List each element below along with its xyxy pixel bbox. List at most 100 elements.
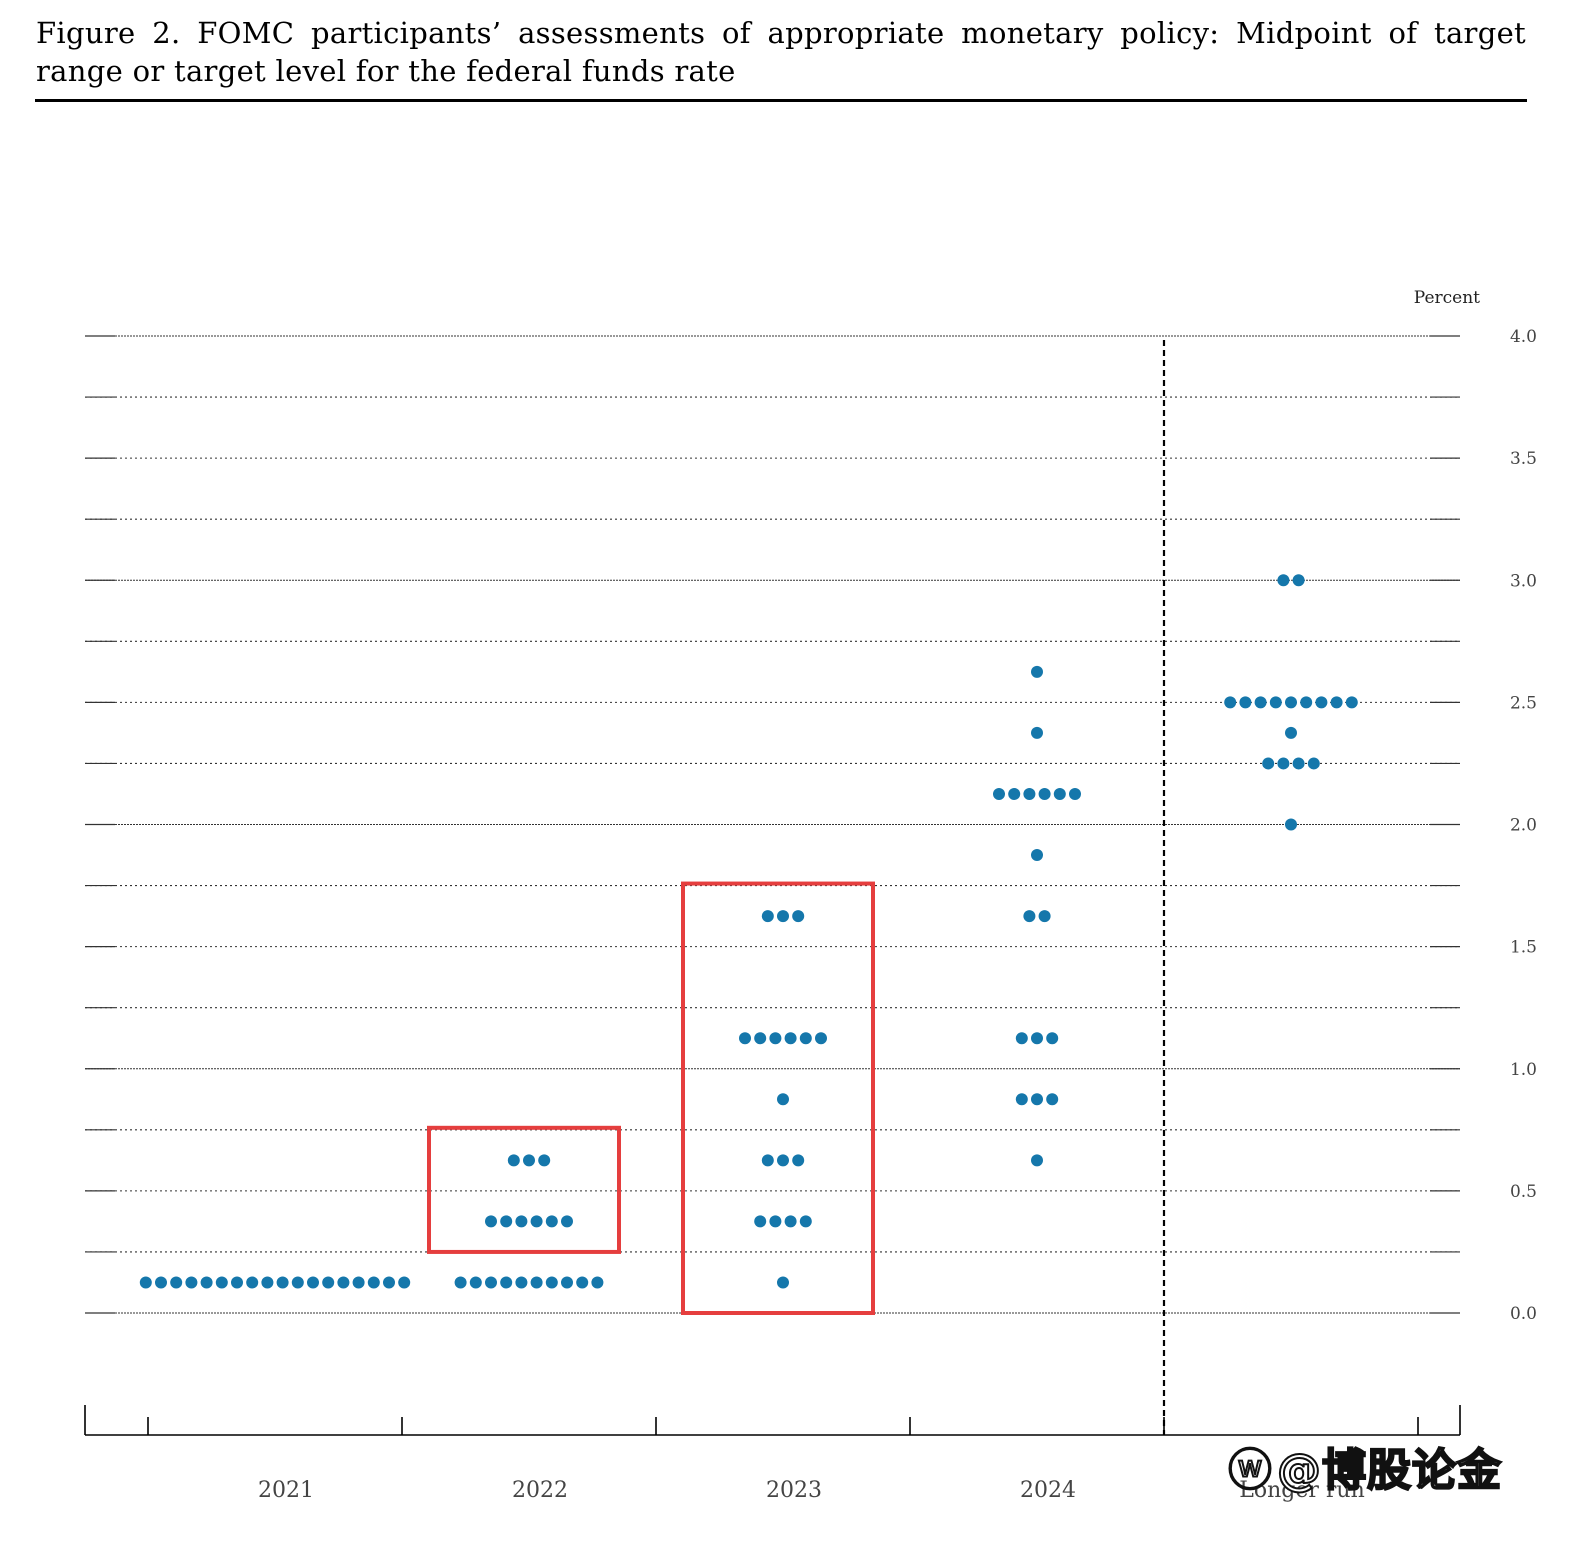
dot-2022 — [591, 1276, 604, 1289]
dot-2024 — [1031, 849, 1043, 862]
dot-longer-run — [1269, 696, 1282, 709]
dot-2023 — [799, 1032, 812, 1045]
dot-longer-run — [1285, 696, 1297, 709]
dot-2021 — [337, 1276, 350, 1289]
dot-2021 — [139, 1276, 152, 1289]
dot-longer-run — [1345, 696, 1358, 709]
highlight-box-2022 — [427, 1125, 621, 1254]
dot-longer-run — [1285, 818, 1297, 831]
dot-2022 — [454, 1276, 467, 1289]
dot-2021 — [246, 1276, 259, 1289]
dot-2024 — [1053, 787, 1066, 800]
x-tick-label: 2021 — [258, 1478, 314, 1503]
dot-2023 — [777, 1093, 789, 1106]
dot-2022 — [576, 1276, 589, 1289]
dot-2022 — [500, 1215, 513, 1228]
dot-2022 — [515, 1215, 528, 1228]
dot-longer-run — [1300, 696, 1313, 709]
dot-2023 — [754, 1215, 767, 1228]
dot-longer-run — [1239, 696, 1252, 709]
dot-2022 — [507, 1154, 520, 1167]
dot-longer-run — [1224, 696, 1237, 709]
dot-longer-run — [1277, 757, 1290, 770]
dot-2022 — [469, 1276, 482, 1289]
dot-2023 — [784, 1032, 797, 1045]
dot-2022 — [545, 1276, 558, 1289]
dot-2021 — [398, 1276, 411, 1289]
title-rule — [35, 99, 1527, 102]
axis-labels: 0.0 0.5 1.0 1.5 2.0 2.5 3.0 3.5 4.0 Percent 2021 20… — [258, 288, 1537, 1503]
highlight-box-2023 — [681, 881, 875, 1315]
dot-2024 — [1015, 1032, 1028, 1045]
x-tick-label: 2024 — [1020, 1478, 1076, 1503]
dot-2024 — [993, 787, 1005, 800]
dot-longer-run — [1292, 757, 1305, 770]
dot-longer-run — [1262, 757, 1275, 770]
dot-2023 — [769, 1215, 782, 1228]
y-tick-label: 0.0 — [1510, 1304, 1537, 1324]
dot-2021 — [261, 1276, 274, 1289]
weibo-logo-icon: ⓦ — [1227, 1444, 1273, 1497]
dot-longer-run — [1330, 696, 1343, 709]
y-axis-label: Percent — [1414, 288, 1480, 308]
dot-2024 — [1046, 1093, 1059, 1106]
dot-longer-run — [1292, 574, 1305, 587]
dot-2022 — [561, 1215, 573, 1228]
dot-2023 — [769, 1032, 782, 1045]
dot-2023 — [792, 1154, 805, 1167]
dot-longer-run — [1307, 757, 1320, 770]
dot-2024 — [1038, 787, 1051, 800]
y-tick-label: 2.5 — [1510, 693, 1537, 713]
dot-2024 — [1031, 1154, 1043, 1167]
watermark-text: @博股论金 — [1276, 1444, 1502, 1497]
dot-2022 — [545, 1215, 558, 1228]
x-tick-label: 2023 — [766, 1478, 822, 1503]
dot-2024 — [1046, 1032, 1059, 1045]
dot-2021 — [322, 1276, 335, 1289]
dot-2023 — [739, 1032, 751, 1045]
dot-2024 — [1069, 787, 1081, 800]
dot-2024 — [1008, 787, 1021, 800]
dot-2022 — [530, 1215, 543, 1228]
dot-2022 — [500, 1276, 513, 1289]
dot-2022 — [561, 1276, 573, 1289]
x-tick-label: 2022 — [512, 1478, 568, 1503]
x-tick-label: Longer run — [1239, 1478, 1365, 1503]
y-tick-label: 1.5 — [1510, 938, 1537, 958]
dot-2024 — [1023, 787, 1036, 800]
dot-2022 — [485, 1276, 497, 1289]
dot-longer-run — [1285, 726, 1297, 739]
dot-2021 — [367, 1276, 380, 1289]
dot-2021 — [276, 1276, 289, 1289]
dot-2024 — [1031, 1032, 1043, 1045]
dot-2021 — [291, 1276, 304, 1289]
dot-2023 — [777, 910, 789, 923]
y-tick-label: 0.5 — [1510, 1182, 1537, 1202]
dot-2024 — [1015, 1093, 1028, 1106]
dot-2023 — [799, 1215, 812, 1228]
dot-2021 — [185, 1276, 198, 1289]
dot-2021 — [200, 1276, 213, 1289]
y-tick-label: 4.0 — [1510, 327, 1537, 347]
weibo-watermark: ⓦ@博股论金 — [1227, 1434, 1568, 1506]
figure-title: Figure 2. FOMC participants’ assessments… — [36, 16, 1526, 88]
dot-2021 — [352, 1276, 365, 1289]
dot-2023 — [761, 910, 774, 923]
dot-longer-run — [1277, 574, 1290, 587]
y-tick-label: 2.0 — [1510, 816, 1537, 836]
y-tick-label: 1.0 — [1510, 1060, 1537, 1080]
dot-2023 — [784, 1215, 797, 1228]
y-tick-label: 3.0 — [1510, 571, 1537, 591]
dot-2023 — [815, 1032, 827, 1045]
dot-longer-run — [1315, 696, 1328, 709]
grid-lines — [85, 335, 1460, 1314]
y-tick-label: 3.5 — [1510, 449, 1537, 469]
dot-2024 — [1031, 1093, 1043, 1106]
dot-2022 — [523, 1154, 535, 1167]
dot-2021 — [383, 1276, 395, 1289]
dot-2023 — [754, 1032, 767, 1045]
dot-2021 — [215, 1276, 228, 1289]
dot-2024 — [1023, 910, 1036, 923]
axes — [84, 340, 1461, 1436]
